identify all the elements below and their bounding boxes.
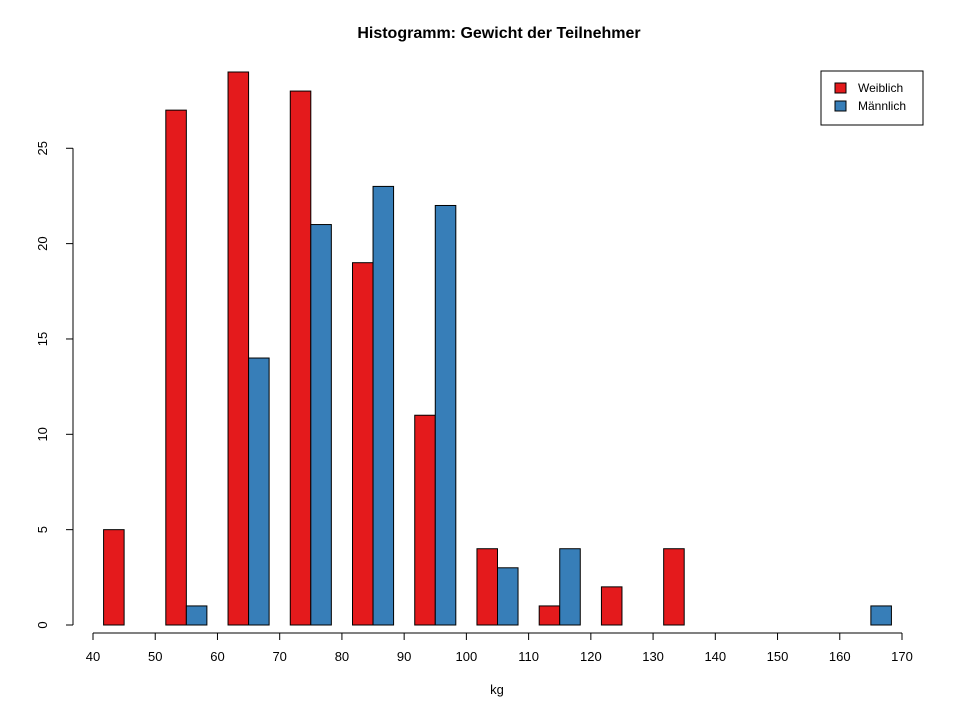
- bar-weiblich-80-90: [352, 262, 374, 626]
- x-tick-label: 70: [272, 649, 286, 664]
- y-tick-label: 20: [35, 236, 50, 250]
- bar-weiblich-40-50: [103, 529, 125, 626]
- x-tick-label: 90: [397, 649, 411, 664]
- bar-weiblich-100-110: [476, 548, 498, 626]
- x-tick-label: 140: [704, 649, 726, 664]
- bar-weiblich-120-130: [600, 586, 623, 626]
- y-tick-label: 10: [35, 427, 50, 441]
- bar-m-nnlich-160-170: [870, 605, 892, 626]
- x-tick-label: 170: [891, 649, 913, 664]
- x-tick-label: 130: [642, 649, 664, 664]
- bar-weiblich-60-70: [227, 71, 250, 626]
- x-tick-label: 40: [86, 649, 100, 664]
- bar-weiblich-130-140: [663, 548, 685, 626]
- x-tick-label: 80: [335, 649, 349, 664]
- x-tick-label: 110: [518, 649, 539, 664]
- chart-title: Histogramm: Gewicht der Teilnehmer: [357, 25, 640, 42]
- legend: Weiblich Männlich: [820, 70, 924, 126]
- bars-group: [103, 71, 892, 626]
- x-tick-label: 160: [829, 649, 851, 664]
- bar-m-nnlich-100-110: [497, 567, 519, 626]
- bar-m-nnlich-70-80: [310, 224, 332, 626]
- legend-box: [820, 70, 924, 126]
- bar-m-nnlich-90-100: [434, 204, 457, 626]
- bar-weiblich-70-80: [289, 90, 312, 626]
- legend-swatch: [834, 82, 847, 94]
- x-tick-label: 60: [210, 649, 224, 664]
- bar-weiblich-50-60: [165, 109, 187, 626]
- bar-m-nnlich-50-60: [185, 605, 208, 626]
- legend-label: Weiblich: [858, 81, 903, 95]
- x-axis: 40 50 60 70 80 90 100 110 120 130 140 150 160 170: [86, 632, 913, 664]
- bar-m-nnlich-60-70: [248, 357, 270, 626]
- x-tick-label: 150: [767, 649, 789, 664]
- bar-weiblich-110-120: [538, 605, 561, 626]
- x-axis-label: kg: [490, 682, 504, 697]
- bar-m-nnlich-80-90: [372, 185, 395, 626]
- x-tick-label: 100: [456, 649, 478, 664]
- bar-weiblich-90-100: [414, 414, 436, 626]
- y-tick-label: 15: [35, 332, 50, 346]
- x-tick-label: 50: [148, 649, 162, 664]
- legend-swatch: [834, 100, 847, 112]
- y-tick-label: 0: [35, 621, 50, 628]
- y-axis: 0 5 10 15 20 25: [35, 141, 74, 629]
- y-tick-label: 5: [35, 526, 50, 533]
- x-tick-label: 120: [580, 649, 602, 664]
- bar-m-nnlich-110-120: [559, 548, 581, 626]
- y-tick-label: 25: [35, 141, 50, 155]
- legend-label: Männlich: [858, 99, 906, 113]
